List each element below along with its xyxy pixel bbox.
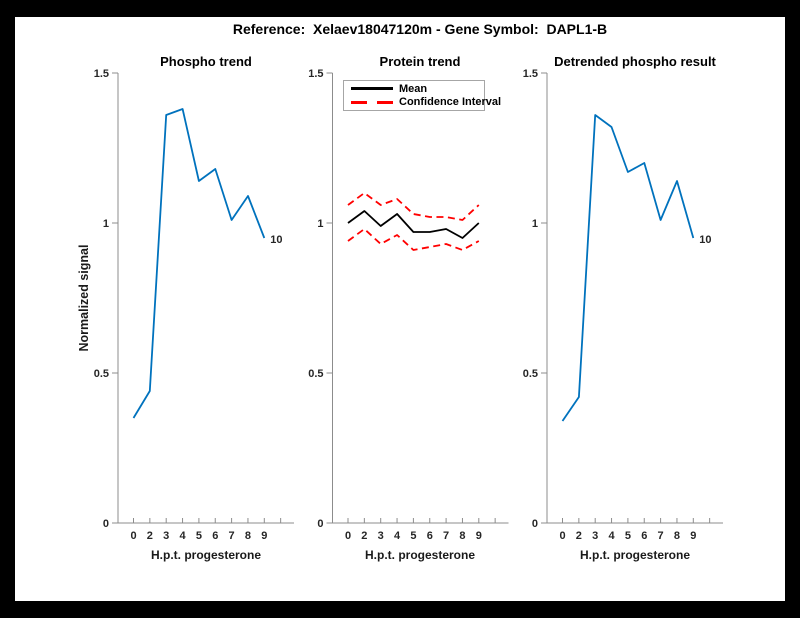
- x-tick-label: 0: [130, 530, 136, 542]
- legend-label-mean: Mean: [399, 82, 428, 95]
- y-tick-label: 1.5: [308, 68, 323, 80]
- subplot-2-axes: 00.511.50 2 3 4 5 6 7 8 9: [308, 68, 509, 542]
- x-tick-label: 8: [245, 530, 251, 542]
- y-tick-label: 1: [317, 218, 323, 230]
- endpoint-annotation: 10: [699, 234, 711, 246]
- x-tick-label: 9: [690, 530, 696, 542]
- y-tick-label: 0: [317, 518, 323, 530]
- x-tick-label: 9: [476, 530, 482, 542]
- x-tick-label: 7: [229, 530, 235, 542]
- subplot1-x-axis-label: H.p.t. progesterone: [150, 548, 261, 562]
- x-tick-label: 4: [608, 530, 615, 542]
- x-tick-label: 3: [378, 530, 384, 542]
- subplot3-x-axis-label: H.p.t. progesterone: [579, 548, 690, 562]
- x-tick-label: 5: [625, 530, 631, 542]
- x-tick-label: 8: [459, 530, 465, 542]
- legend-entry-mean: Mean: [344, 83, 484, 95]
- x-tick-label: 0: [559, 530, 565, 542]
- endpoint-annotation: 10: [270, 234, 282, 246]
- x-tick-label: 6: [212, 530, 218, 542]
- y-tick-label: 1: [103, 218, 109, 230]
- y-tick-label: 0: [532, 518, 538, 530]
- data-line-phospho-signal: [132, 108, 266, 419]
- x-tick-label: 2: [576, 530, 582, 542]
- subplot-1-axes: 00.511.50 2 3 4 5 6 7 8 9: [94, 68, 294, 542]
- x-tick-label: 9: [261, 530, 267, 542]
- mean-line-sample-icon: [351, 87, 393, 91]
- subplot2-title: Protein trend: [379, 54, 461, 69]
- legend-entry-confidence-interval: Confidence Interval: [344, 96, 501, 108]
- confidence-interval-line-sample-icon: [351, 100, 393, 104]
- x-tick-label: 6: [641, 530, 647, 542]
- y-tick-label: 0.5: [94, 368, 109, 380]
- x-tick-label: 8: [674, 530, 680, 542]
- legend: Mean Confidence Interval: [343, 80, 501, 111]
- legend-label-confidence-interval: Confidence Interval: [399, 96, 502, 109]
- x-tick-label: 4: [394, 530, 401, 542]
- subplot-1: 00.511.50 2 3 4 5 6 7 8 910: [94, 68, 294, 542]
- subplot2-x-axis-label: H.p.t. progesterone: [364, 548, 475, 562]
- x-tick-label: 2: [147, 530, 153, 542]
- y-tick-label: 0.5: [308, 368, 323, 380]
- y-tick-label: 1: [532, 218, 538, 230]
- x-tick-label: 6: [427, 530, 433, 542]
- figure-canvas: Reference: Xelaev18047120m - Gene Symbol…: [15, 17, 785, 601]
- data-line-mean: [347, 210, 480, 239]
- data-line-detrended-phospho-signal: [561, 114, 695, 422]
- x-tick-label: 5: [196, 530, 202, 542]
- x-tick-label: 2: [361, 530, 367, 542]
- figure-title: Reference: Xelaev18047120m - Gene Symbol…: [232, 21, 608, 37]
- data-line-confidence-interval-lower: [347, 228, 480, 251]
- y-tick-label: 1.5: [523, 68, 538, 80]
- subplot3-title: Detrended phospho result: [554, 54, 716, 69]
- y-tick-label: 0: [103, 518, 109, 530]
- subplot-3-axes: 00.511.50 2 3 4 5 6 7 8 9: [523, 68, 723, 542]
- x-tick-label: 3: [163, 530, 169, 542]
- subplot1-title: Phospho trend: [160, 54, 252, 69]
- x-tick-label: 5: [410, 530, 416, 542]
- x-tick-label: 3: [592, 530, 598, 542]
- data-line-confidence-interval-upper: [347, 192, 480, 221]
- y-tick-label: 1.5: [94, 68, 109, 80]
- x-tick-label: 7: [443, 530, 449, 542]
- x-tick-label: 7: [658, 530, 664, 542]
- subplot-3: 00.511.50 2 3 4 5 6 7 8 910: [523, 68, 723, 542]
- x-tick-label: 4: [179, 530, 186, 542]
- subplot-2: 00.511.50 2 3 4 5 6 7 8 9: [308, 68, 509, 542]
- y-tick-label: 0.5: [523, 368, 538, 380]
- x-tick-label: 0: [345, 530, 351, 542]
